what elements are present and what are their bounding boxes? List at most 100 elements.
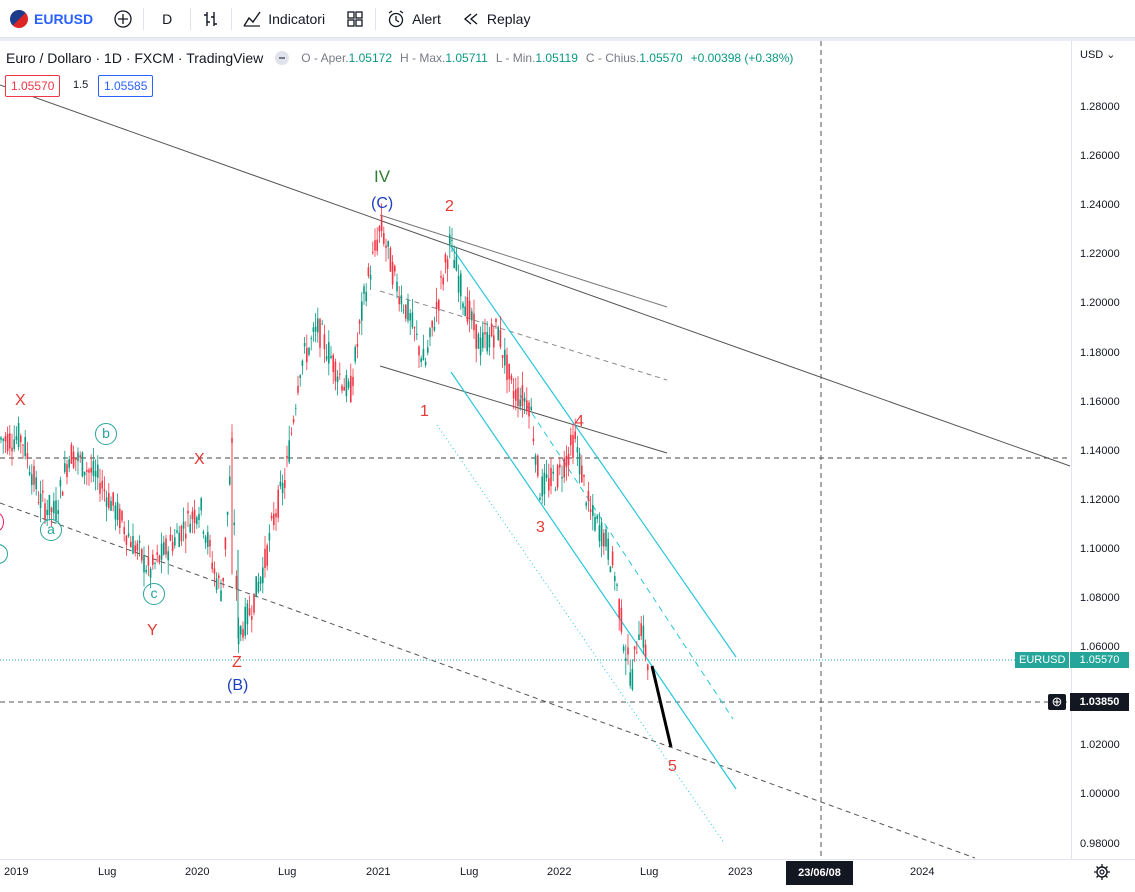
wave-label-z: Z: [232, 654, 242, 671]
candle-body: [572, 435, 574, 459]
wave-label-iv: IV: [374, 167, 391, 186]
candle-body: [605, 529, 607, 547]
candle-body: [66, 464, 68, 478]
chart-type-button[interactable]: [191, 0, 231, 38]
change-value: +0.00398 (+0.38%): [690, 51, 794, 65]
candle-body: [310, 338, 312, 340]
candle: [22, 443, 24, 459]
candle-body: [534, 455, 537, 465]
candle: [508, 363, 510, 392]
sell-price-button[interactable]: 1.05570: [5, 75, 61, 97]
candle: [446, 255, 449, 282]
candle-body: [629, 672, 631, 686]
candle: [105, 490, 108, 522]
candle-body: [248, 608, 251, 616]
candle: [622, 644, 625, 654]
candle-body: [570, 434, 572, 446]
candle: [563, 450, 565, 483]
candle-body: [501, 355, 504, 358]
candle-body: [462, 303, 464, 308]
candle-body: [442, 277, 444, 285]
time-tick-label: 2023: [728, 866, 753, 878]
candle-body: [411, 312, 414, 328]
templates-button[interactable]: [335, 0, 375, 38]
candle: [424, 357, 427, 368]
candle: [380, 203, 383, 238]
candle-body: [614, 576, 616, 582]
candle-body: [229, 476, 231, 485]
candle: [61, 490, 64, 496]
candle-body: [167, 551, 169, 561]
candle: [482, 321, 484, 352]
candle: [570, 427, 572, 456]
candle-body: [288, 440, 290, 463]
candle: [369, 265, 372, 290]
candle: [103, 476, 106, 502]
channel-mid: [519, 394, 734, 720]
replay-button[interactable]: Replay: [451, 0, 541, 38]
symbol-label: EURUSD: [34, 10, 94, 27]
candle-body: [543, 472, 546, 495]
candle: [409, 309, 411, 336]
candle-body: [180, 525, 183, 542]
candle: [427, 339, 429, 356]
candle: [83, 471, 86, 485]
candle: [499, 316, 502, 350]
candle: [218, 572, 220, 589]
candle: [556, 463, 559, 491]
candle: [356, 332, 359, 359]
ohlc-values: O - Aper. 1.05172 H - Max. 1.05711 L - M…: [301, 51, 793, 65]
candle: [541, 468, 543, 504]
currency-selector[interactable]: USD ⌄: [1080, 49, 1116, 61]
candle: [233, 509, 235, 536]
candle-body: [638, 634, 640, 641]
candle: [81, 451, 84, 478]
alert-button[interactable]: Alert: [376, 0, 451, 38]
candle: [490, 318, 493, 338]
candle: [418, 344, 420, 369]
candle: [165, 534, 167, 559]
candle: [350, 363, 352, 404]
candle-body: [119, 508, 121, 528]
buy-price-button[interactable]: 1.05585: [98, 75, 154, 97]
toolbar-divider: [375, 7, 377, 30]
candle-body: [354, 347, 356, 362]
candle-body: [35, 477, 37, 490]
candle: [512, 378, 515, 409]
candle: [24, 430, 26, 460]
candle-body: [24, 437, 26, 457]
price-chart[interactable]: [0, 41, 1135, 892]
compare-button[interactable]: [103, 0, 143, 38]
candle: [246, 599, 249, 635]
candle: [284, 468, 286, 499]
candle: [435, 287, 438, 323]
price-scale-border: [1071, 41, 1072, 859]
indicators-button[interactable]: Indicatori: [232, 0, 335, 38]
candle-body: [281, 482, 284, 494]
interval-button[interactable]: D: [144, 0, 190, 38]
candle: [565, 445, 568, 481]
candle: [297, 375, 299, 396]
candle-body: [541, 476, 543, 497]
candle-body: [576, 447, 579, 453]
add-alert-plus-icon[interactable]: ⊕: [1048, 694, 1066, 710]
candle: [598, 512, 601, 548]
candle-body: [185, 533, 187, 539]
candle: [596, 513, 598, 524]
candle-body: [207, 532, 209, 547]
candle: [321, 319, 323, 325]
candle-body: [493, 335, 495, 348]
candle: [237, 617, 240, 654]
price-tick-label: 1.18000: [1080, 346, 1120, 359]
trendline-upper: [0, 84, 1071, 467]
candle-body: [537, 455, 539, 476]
candle-body: [466, 296, 469, 322]
candle: [561, 465, 563, 493]
candle-body: [526, 400, 528, 412]
candle-body: [68, 459, 70, 468]
candle-body: [97, 464, 99, 478]
candle-body: [319, 319, 321, 348]
legend-menu-icon[interactable]: [275, 51, 290, 65]
chart-settings-icon[interactable]: [1094, 864, 1110, 885]
symbol-search[interactable]: EURUSD: [0, 0, 103, 38]
